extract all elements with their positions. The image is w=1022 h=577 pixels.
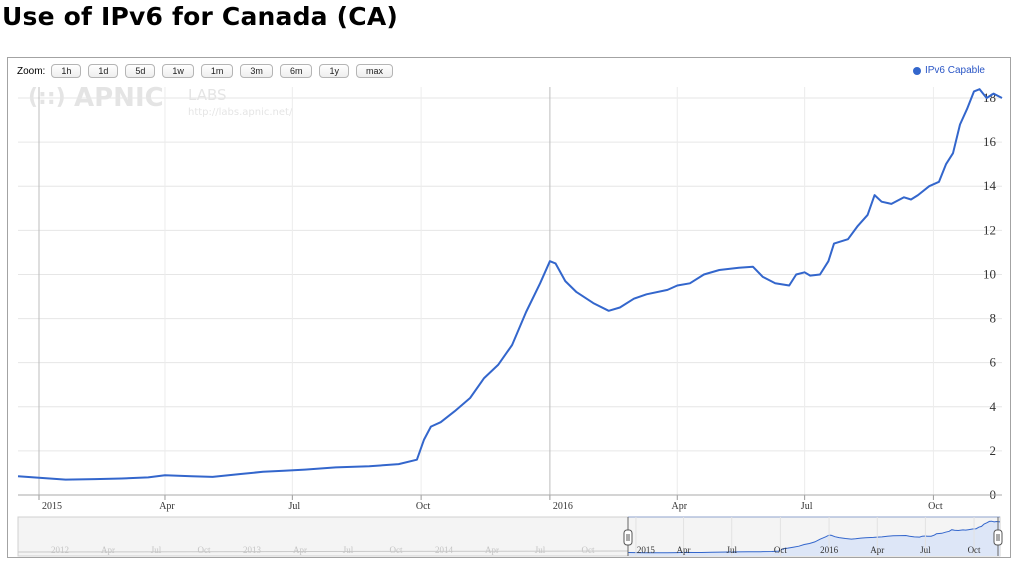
watermark-logo-glyph: (::) (28, 85, 66, 110)
y-tick-label: 12 (983, 222, 996, 237)
navigator-history-line (17, 550, 629, 553)
zoom-max-button[interactable]: max (355, 64, 393, 78)
navigator-label-faded: Apr (485, 545, 499, 555)
y-tick-label: 2 (990, 443, 997, 458)
zoom-label: Zoom: (17, 65, 46, 77)
x-tick-label: Jul (801, 501, 813, 512)
y-tick-label: 16 (983, 134, 997, 149)
zoom-1d-button[interactable]: 1d (88, 64, 119, 78)
handle-grip (993, 529, 1003, 546)
x-tick-label: 2016 (553, 501, 573, 512)
navigator-label-faded: Jul (343, 545, 354, 555)
x-tick-label: Oct (416, 501, 431, 512)
navigator-label-faded: Oct (390, 545, 403, 555)
chart-frame (7, 57, 1011, 558)
navigator-series-line (627, 520, 1001, 554)
y-tick-label: 14 (983, 178, 997, 193)
zoom-3m-button[interactable]: 3m (240, 64, 273, 78)
range-navigator[interactable]: 2012 Apr Jul Oct 2013 Apr Jul Oct 2014 Apr Jul Oct 2… (17, 516, 1003, 557)
navigator-label-faded: 2012 (51, 545, 69, 555)
legend-label: IPv6 Capable (924, 65, 985, 76)
navigator-label-faded: Oct (582, 545, 595, 555)
navigator-label-faded: Apr (101, 545, 115, 555)
navigator-label-faded: 2013 (243, 545, 262, 555)
x-tick-label: Apr (159, 501, 175, 512)
zoom-toolbar: Zoom: 1h 1d 5d 1w 1m 3m 6m 1y max (17, 64, 400, 78)
legend-marker (912, 66, 921, 75)
y-tick-label: 6 (990, 355, 997, 370)
grid-layer (18, 87, 1002, 496)
navigator-right-handle[interactable] (993, 517, 1003, 556)
zoom-1y-button[interactable]: 1y (319, 64, 349, 78)
navigator-label: 2015 (637, 545, 656, 555)
navigator-label-faded: Apr (293, 545, 307, 555)
navigator-label: Oct (968, 545, 981, 555)
navigator-label: Apr (677, 545, 691, 555)
y-tick-label: 4 (990, 399, 997, 414)
x-tick-label: Apr (671, 501, 687, 512)
zoom-1m-button[interactable]: 1m (200, 64, 234, 78)
navigator-label-faded: Jul (151, 545, 162, 555)
chart-legend[interactable]: IPv6 Capable (912, 65, 985, 76)
navigator-label: Apr (870, 545, 884, 555)
axis-layer: 0246810121416182015AprJulOct2016AprJulOc… (18, 90, 1002, 512)
watermark-labs: LABS (188, 86, 227, 104)
y-tick-label: 8 (990, 311, 997, 326)
zoom-6m-button[interactable]: 6m (279, 64, 313, 78)
navigator-label: 2016 (820, 545, 839, 555)
navigator-label: Oct (774, 545, 787, 555)
x-tick-label: 2015 (42, 501, 62, 512)
navigator-left-handle[interactable] (623, 517, 633, 556)
apnic-watermark: (::) APNIC LABS http://labs.apnic.net/ (28, 83, 293, 118)
navigator-label: Jul (920, 545, 931, 555)
navigator-label-faded: Jul (535, 545, 546, 555)
navigator-selection-area (628, 521, 1000, 556)
zoom-1h-button[interactable]: 1h (51, 64, 82, 78)
navigator-label: Jul (726, 545, 737, 555)
zoom-1w-button[interactable]: 1w (162, 64, 194, 78)
y-tick-label: 10 (983, 266, 996, 281)
navigator-label-faded: Oct (198, 545, 211, 555)
x-tick-label: Jul (289, 501, 301, 512)
x-tick-label: Oct (928, 501, 943, 512)
watermark-url: http://labs.apnic.net/ (188, 107, 293, 118)
handle-grip (623, 529, 633, 546)
page-title: Use of IPv6 for Canada (CA) (2, 2, 399, 31)
zoom-5d-button[interactable]: 5d (125, 64, 156, 78)
navigator-label-faded: 2014 (435, 545, 454, 555)
series-layer (17, 88, 1003, 481)
series-line-ipv6-capable (17, 88, 1003, 481)
